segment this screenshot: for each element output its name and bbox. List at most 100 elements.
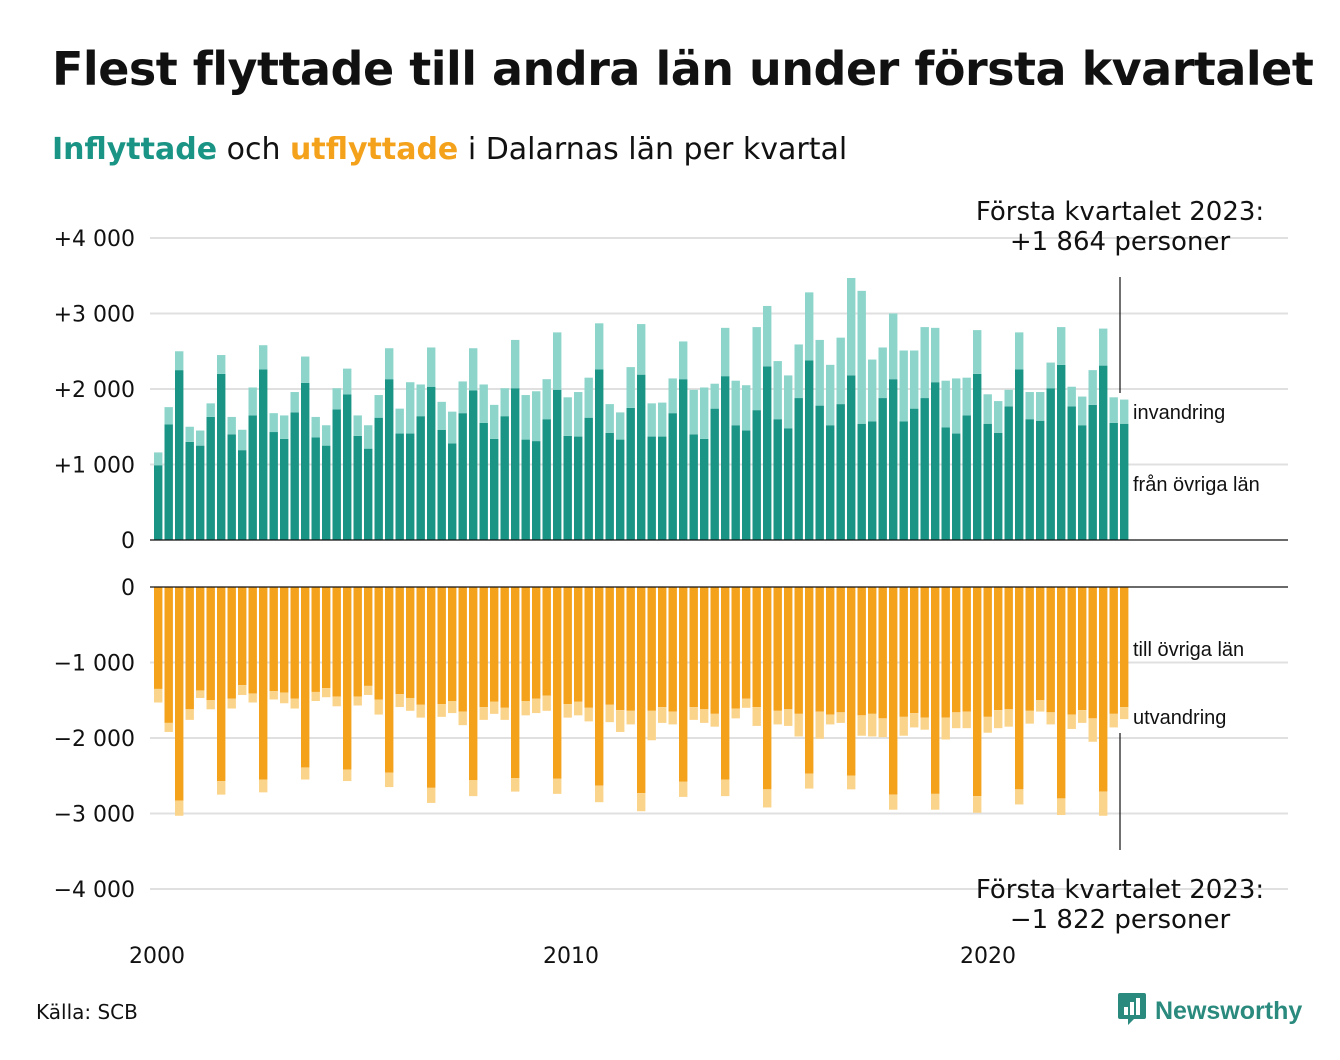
- inflow-bar-invandring: [637, 324, 646, 375]
- inflow-bar-invandring: [343, 368, 352, 395]
- outflow-bar-utvandring: [490, 701, 499, 714]
- outflow-bar-utvandring: [1120, 707, 1129, 720]
- inflow-bar-från-övriga-län: [416, 416, 425, 540]
- outflow-bar-utvandring: [154, 688, 163, 703]
- inflow-bar-från-övriga-län: [637, 374, 646, 540]
- inflow-bar-från-övriga-län: [437, 429, 446, 540]
- outflow-bar-till-övriga-län: [1078, 587, 1087, 711]
- outflow-bar-utvandring: [994, 710, 1003, 729]
- outflow-bar-utvandring: [1046, 712, 1055, 725]
- outflow-bar-till-övriga-län: [532, 587, 541, 699]
- outflow-bar-utvandring: [458, 711, 467, 726]
- outflow-bar-utvandring: [563, 704, 572, 718]
- outflow-bar-till-övriga-län: [647, 587, 656, 711]
- outflow-bar-till-övriga-län: [511, 587, 520, 779]
- outflow-bar-till-övriga-län: [1025, 587, 1034, 711]
- inflow-ytick-label: 0: [121, 529, 135, 554]
- inflow-bar-från-övriga-län: [826, 425, 835, 540]
- inflow-bar-från-övriga-län: [658, 436, 667, 540]
- inflow-bar-från-övriga-län: [605, 432, 614, 540]
- outflow-bar-till-övriga-län: [458, 587, 467, 712]
- outflow-bar-utvandring: [416, 704, 425, 718]
- inflow-bar-invandring: [616, 412, 625, 440]
- inflow-bar-från-övriga-län: [584, 417, 593, 540]
- outflow-ytick-label: −2 000: [54, 727, 135, 752]
- inflow-bar-från-övriga-län: [1088, 404, 1097, 540]
- inflow-bar-invandring: [920, 327, 929, 399]
- inflow-bar-från-övriga-län: [1078, 425, 1087, 540]
- outflow-bar-utvandring: [1088, 718, 1097, 742]
- outflow-bar-till-övriga-län: [637, 587, 646, 794]
- inflow-bar-från-övriga-län: [1025, 419, 1034, 540]
- outflow-bar-till-övriga-län: [941, 587, 950, 718]
- outflow-bar-utvandring: [836, 712, 845, 723]
- outflow-bar-till-övriga-län: [364, 587, 373, 686]
- inflow-bar-invandring: [542, 379, 551, 420]
- outflow-bar-till-övriga-län: [1120, 587, 1129, 708]
- inflow-bar-från-övriga-län: [1109, 422, 1118, 540]
- inflow-bar-från-övriga-län: [889, 379, 898, 540]
- outflow-bar-utvandring: [941, 717, 950, 740]
- inflow-bar-invandring: [563, 397, 572, 436]
- outflow-bar-utvandring: [773, 710, 782, 725]
- outflow-bar-utvandring: [364, 685, 373, 695]
- inflow-bar-från-övriga-län: [269, 432, 278, 540]
- bars: [154, 278, 1129, 816]
- inflow-bar-invandring: [836, 337, 845, 405]
- inflow-bar-från-övriga-län: [185, 441, 194, 540]
- outflow-bar-till-övriga-län: [332, 587, 341, 697]
- inflow-bar-från-övriga-län: [941, 427, 950, 540]
- annotations: Första kvartalet 2023: +1 864 personer F…: [976, 197, 1264, 935]
- inflow-bar-invandring: [763, 305, 772, 367]
- outflow-bar-till-övriga-län: [343, 587, 352, 770]
- inflow-bar-från-övriga-län: [154, 465, 163, 540]
- inflow-bar-invandring: [1046, 362, 1055, 389]
- inflow-bar-invandring: [553, 332, 562, 390]
- inflow-bar-invandring: [322, 425, 331, 446]
- inflow-bar-invandring: [605, 404, 614, 433]
- outflow-bar-till-övriga-län: [490, 587, 499, 702]
- outflow-bar-till-övriga-län: [857, 587, 866, 716]
- outflow-bar-till-övriga-län: [217, 587, 226, 782]
- outflow-bar-utvandring: [595, 785, 604, 803]
- inflow-bar-invandring: [511, 339, 520, 389]
- inflow-bar-från-övriga-län: [427, 386, 436, 540]
- outflow-bar-utvandring: [280, 692, 289, 704]
- xtick-label: 2000: [129, 944, 185, 969]
- outflow-bar-utvandring: [353, 696, 362, 706]
- inflow-bar-från-övriga-län: [868, 421, 877, 540]
- inflow-bar-från-övriga-län: [857, 423, 866, 540]
- outflow-bar-utvandring: [647, 710, 656, 741]
- inflow-bar-invandring: [689, 389, 698, 435]
- outflow-bar-till-övriga-län: [689, 587, 698, 708]
- inflow-bar-invandring: [710, 383, 719, 409]
- outflow-bar-utvandring: [1036, 700, 1045, 712]
- outflow-bar-utvandring: [584, 707, 593, 722]
- inflow-bar-invandring: [973, 330, 982, 374]
- inflow-bar-från-övriga-län: [332, 409, 341, 540]
- outflow-bar-utvandring: [301, 767, 310, 780]
- inflow-bar-från-övriga-län: [553, 389, 562, 540]
- inflow-bar-från-övriga-län: [448, 443, 457, 540]
- inflow-bar-invandring: [196, 430, 205, 446]
- inflow-ytick-label: +1 000: [54, 454, 135, 479]
- outflow-bar-utvandring: [742, 698, 751, 708]
- outflow-bar-utvandring: [983, 716, 992, 733]
- inflow-bar-invandring: [1015, 332, 1024, 370]
- outflow-bar-utvandring: [227, 698, 236, 709]
- inflow-bar-invandring: [910, 350, 919, 409]
- inflow-bar-invandring: [994, 401, 1003, 433]
- inflow-bar-invandring: [269, 413, 278, 433]
- outflow-bar-utvandring: [269, 691, 278, 700]
- outflow-bar-utvandring: [899, 716, 908, 736]
- subtitle-rest: i Dalarnas län per kvartal: [467, 132, 848, 167]
- outflow-bar-utvandring: [1004, 709, 1013, 727]
- outflow-bar-till-övriga-län: [521, 587, 530, 702]
- outflow-bar-till-övriga-län: [815, 587, 824, 712]
- inflow-bar-invandring: [574, 392, 583, 437]
- inflow-bar-invandring: [962, 377, 971, 416]
- outflow-bar-utvandring: [1109, 713, 1118, 728]
- outflow-bar-utvandring: [469, 780, 478, 797]
- inflow-bar-invandring: [437, 401, 446, 430]
- outflow-bar-till-övriga-län: [259, 587, 268, 780]
